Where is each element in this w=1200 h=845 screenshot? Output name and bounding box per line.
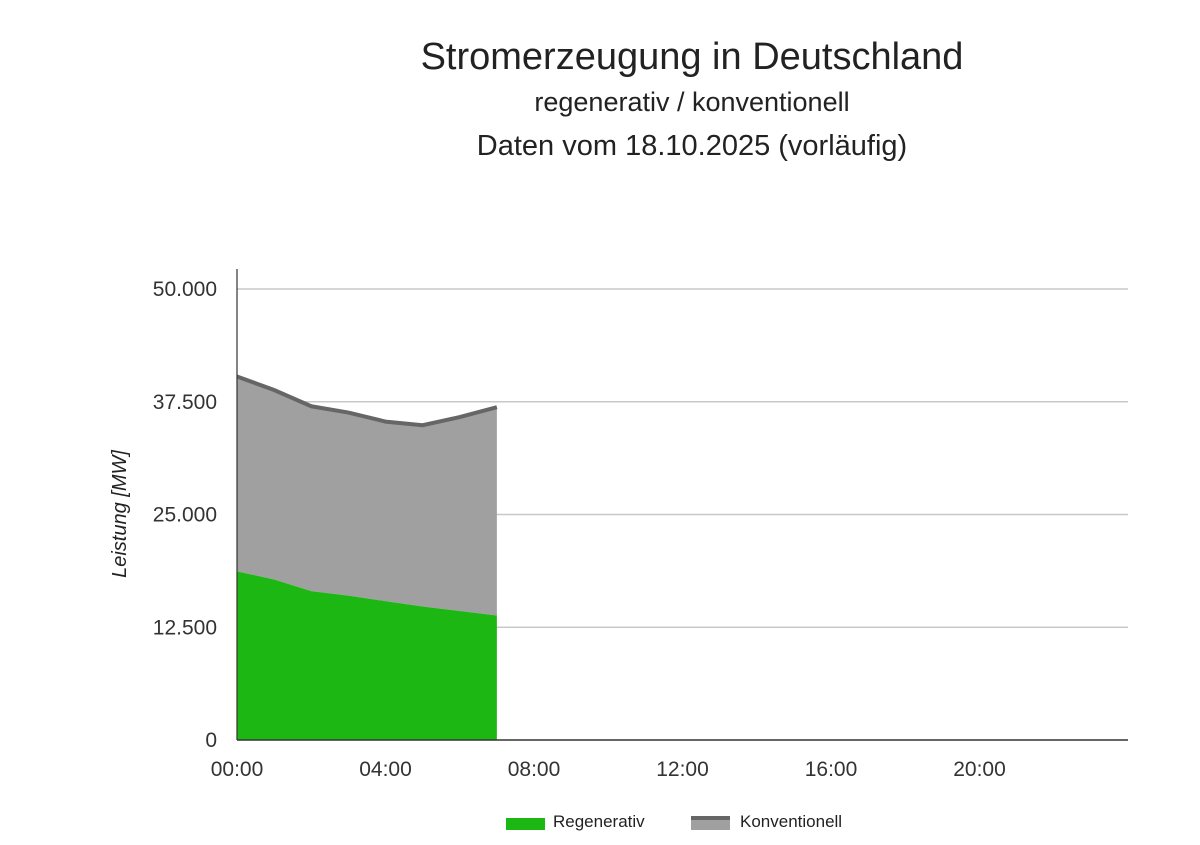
legend-label-regenerativ: Regenerativ [553,812,645,831]
axes [236,269,1128,741]
x-tick-label-3: 12:00 [656,758,709,781]
y-tick-label-0: 0 [205,729,217,752]
y-tick-label-3: 37.500 [153,391,217,414]
legend-label-konventionell: Konventionell [740,812,842,831]
legend: Regenerativ Konventionell [506,812,842,831]
legend-swatch-konventionell [691,818,730,830]
area-regenerativ [237,571,497,740]
areas [236,374,498,740]
y-tick-label-1: 12.500 [153,616,217,639]
x-tick-label-4: 16:00 [805,758,858,781]
y-tick-label-2: 25.000 [153,504,217,527]
legend-swatch-regenerativ [506,818,545,830]
x-tick-label-1: 04:00 [359,758,412,781]
line-konventionell [236,374,498,428]
x-tick-label-5: 20:00 [953,758,1006,781]
y-axis-label: Leistung [MW] [109,450,131,578]
x-tick-label-2: 08:00 [508,758,561,781]
area-konventionell [237,376,497,616]
legend-swatch-konventionell-line [691,816,730,820]
y-tick-label-4: 50.000 [153,278,217,301]
x-tick-label-0: 00:00 [211,758,264,781]
chart-date-subtitle: Daten vom 18.10.2025 (vorläufig) [476,130,908,162]
y-tick-labels: 0 12.500 25.000 37.500 50.000 [153,278,217,752]
x-tick-labels: 00:00 04:00 08:00 12:00 16:00 20:00 [211,758,1006,781]
chart-subtitle: regenerativ / konventionell [534,87,850,117]
chart-title: Stromerzeugung in Deutschland [420,36,964,78]
